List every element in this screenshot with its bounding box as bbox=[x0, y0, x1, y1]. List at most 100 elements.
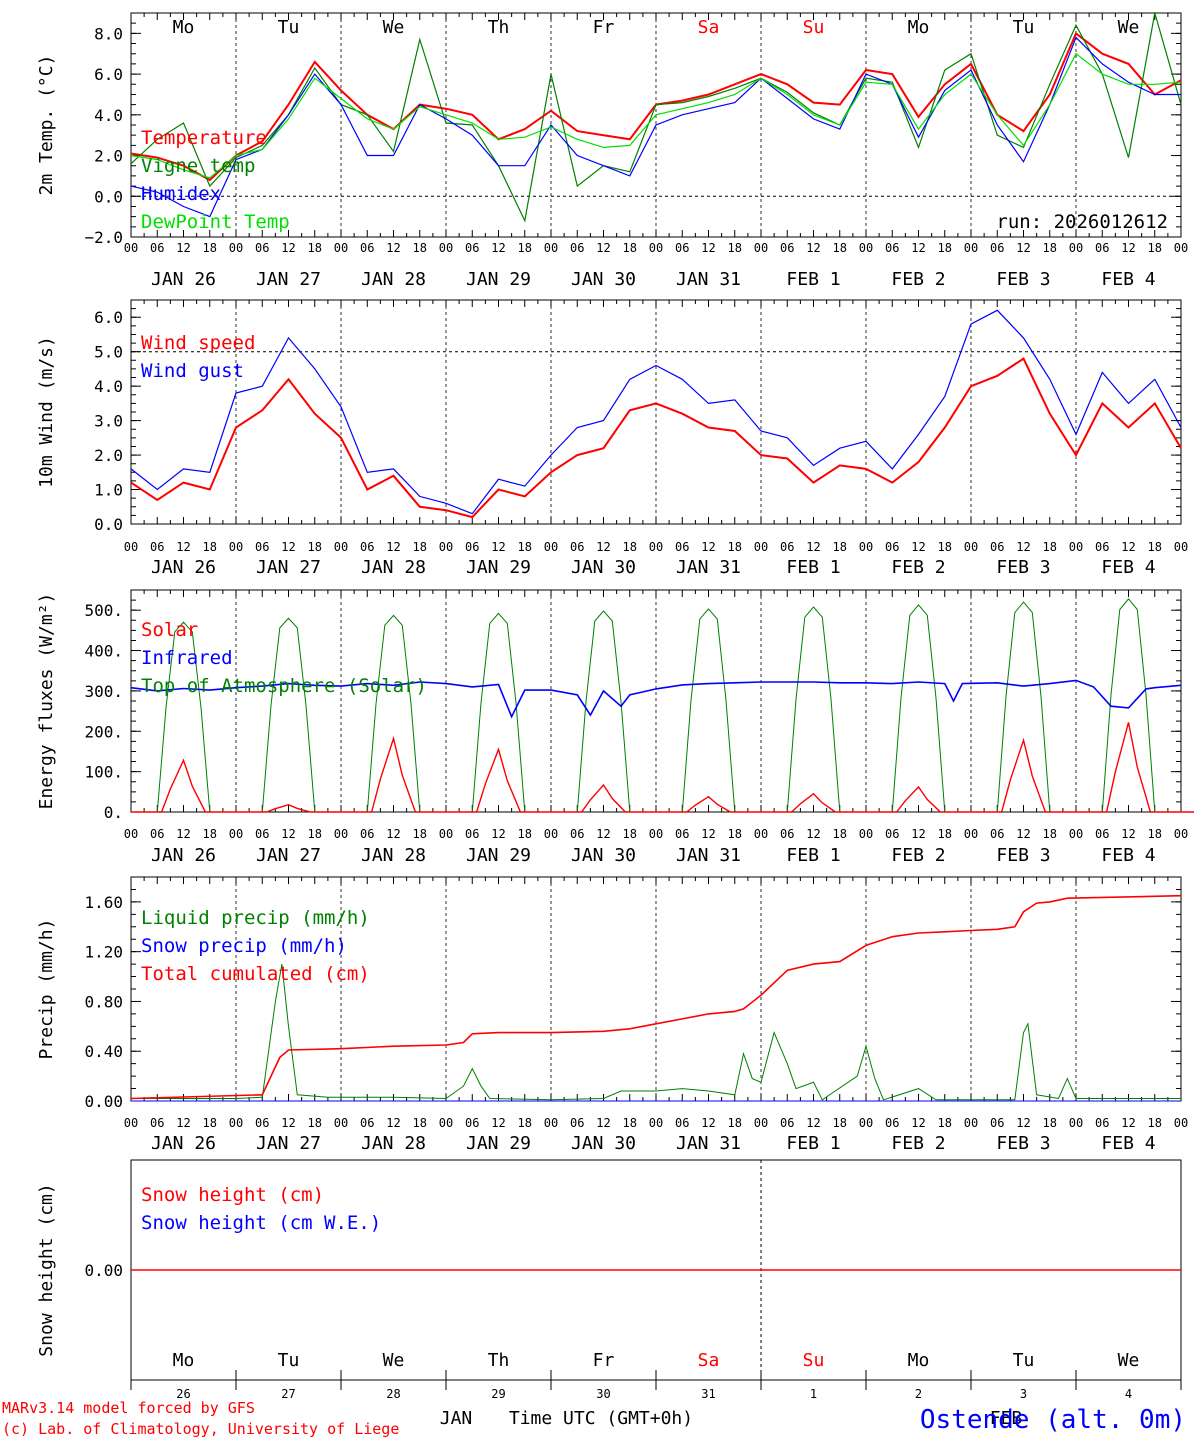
x-hour-label: 12 bbox=[491, 1116, 505, 1130]
x-hour-label: 18 bbox=[938, 540, 952, 554]
x-hour-label: 06 bbox=[885, 540, 899, 554]
legend-snow-height-cm-: Snow height (cm) bbox=[141, 1184, 324, 1206]
x-date-label: FEB 1 bbox=[786, 557, 840, 578]
x-hour-label: 12 bbox=[1016, 827, 1030, 841]
series-line-wind-gust bbox=[130, 309, 1182, 515]
x-hour-label: 12 bbox=[701, 540, 715, 554]
legend-liquid-precip-mm-h-: Liquid precip (mm/h) bbox=[141, 907, 370, 929]
x-hour-label: 00 bbox=[334, 540, 348, 554]
x-hour-label: 12 bbox=[596, 827, 610, 841]
y-axis-label: 2m Temp. (°C) bbox=[36, 55, 57, 196]
x-hour-label: 00 bbox=[124, 827, 138, 841]
x-hour-label: 06 bbox=[885, 241, 899, 255]
x-hour-label: 12 bbox=[1121, 241, 1135, 255]
x-hour-label: 00 bbox=[439, 540, 453, 554]
x-hour-label: 06 bbox=[150, 827, 164, 841]
x-hour-label: 00 bbox=[1069, 241, 1083, 255]
x-hour-label: 12 bbox=[911, 1116, 925, 1130]
x-hour-label: 18 bbox=[518, 827, 532, 841]
x-hour-label: 00 bbox=[754, 540, 768, 554]
x-hour-label: 18 bbox=[728, 827, 742, 841]
x-hour-label: 18 bbox=[833, 241, 847, 255]
x-hour-label: 12 bbox=[596, 540, 610, 554]
legend-vigne-temp: Vigne temp bbox=[141, 155, 255, 177]
x-hour-label: 00 bbox=[544, 1116, 558, 1130]
x-hour-label: 12 bbox=[806, 1116, 820, 1130]
x-hour-label: 12 bbox=[176, 241, 190, 255]
y-tick-label: 4.0 bbox=[94, 377, 123, 396]
day-label-bottom: We bbox=[383, 1350, 405, 1371]
y-tick-label: 500. bbox=[84, 601, 123, 620]
x-date-label: JAN 26 bbox=[151, 557, 216, 578]
x-hour-label: 00 bbox=[124, 241, 138, 255]
x-hour-label: 06 bbox=[465, 540, 479, 554]
x-hour-label: 06 bbox=[570, 1116, 584, 1130]
x-hour-label: 12 bbox=[491, 827, 505, 841]
x-date-label: FEB 1 bbox=[786, 1133, 840, 1154]
x-hour-label: 18 bbox=[308, 827, 322, 841]
x-date-label: JAN 28 bbox=[361, 1133, 426, 1154]
x-hour-label: 00 bbox=[649, 540, 663, 554]
x-hour-label: 12 bbox=[701, 1116, 715, 1130]
x-hour-label: 12 bbox=[176, 827, 190, 841]
x-hour-label: 12 bbox=[386, 241, 400, 255]
x-hour-label: 18 bbox=[833, 540, 847, 554]
series-line-wind-speed bbox=[130, 357, 1182, 519]
y-tick-label: 300. bbox=[84, 682, 123, 701]
x-hour-label: 18 bbox=[203, 1116, 217, 1130]
y-tick-label: 0.0 bbox=[94, 515, 123, 534]
x-hour-label: 06 bbox=[465, 1116, 479, 1130]
x-hour-label: 06 bbox=[675, 1116, 689, 1130]
day-label: We bbox=[1118, 17, 1140, 38]
x-hour-label: 12 bbox=[1016, 1116, 1030, 1130]
x-hour-label: 12 bbox=[1121, 540, 1135, 554]
x-hour-label: 12 bbox=[1016, 241, 1030, 255]
x-hour-label: 18 bbox=[413, 827, 427, 841]
x-hour-label: 18 bbox=[203, 241, 217, 255]
x-date-label: JAN 28 bbox=[361, 269, 426, 290]
x-hour-label: 00 bbox=[1174, 827, 1188, 841]
x-date-label: JAN 31 bbox=[676, 557, 741, 578]
x-hour-label: 06 bbox=[255, 241, 269, 255]
y-tick-label: 1.60 bbox=[84, 893, 123, 912]
y-axis-label: Precip (mm/h) bbox=[36, 919, 57, 1060]
x-hour-label: 00 bbox=[334, 241, 348, 255]
x-hour-label: 06 bbox=[1095, 1116, 1109, 1130]
x-hour-label: 12 bbox=[596, 1116, 610, 1130]
y-minor-ticks-1 bbox=[131, 299, 1181, 525]
x-minor-ticks-0 bbox=[130, 13, 1182, 237]
y-axis-label: Energy fluxes (W/m²) bbox=[36, 593, 57, 810]
x-date-label: JAN 31 bbox=[676, 845, 741, 866]
x-hour-label: 00 bbox=[859, 241, 873, 255]
day-label-bottom: Fr bbox=[593, 1350, 615, 1371]
x-hour-label: 18 bbox=[518, 540, 532, 554]
x-hour-label: 00 bbox=[859, 827, 873, 841]
x-hour-label: 06 bbox=[360, 827, 374, 841]
x-date-label: FEB 2 bbox=[891, 1133, 945, 1154]
x-hour-label: 00 bbox=[964, 540, 978, 554]
x-hour-label: 00 bbox=[334, 827, 348, 841]
x-hour-label: 18 bbox=[1148, 241, 1162, 255]
x-date-label: JAN 27 bbox=[256, 269, 321, 290]
x-hour-label: 00 bbox=[649, 241, 663, 255]
x-hour-label: 00 bbox=[1174, 241, 1188, 255]
legend-temperature: Temperature bbox=[141, 127, 267, 149]
x-hour-label: 06 bbox=[675, 827, 689, 841]
x-hour-label: 18 bbox=[728, 241, 742, 255]
x-hour-label: 00 bbox=[964, 241, 978, 255]
x-hour-label: 18 bbox=[938, 241, 952, 255]
x-hour-label: 18 bbox=[1148, 1116, 1162, 1130]
x-hour-label: 06 bbox=[780, 540, 794, 554]
x-date-label: JAN 29 bbox=[466, 269, 531, 290]
x-hour-label: 00 bbox=[124, 1116, 138, 1130]
x-hour-label: 00 bbox=[229, 827, 243, 841]
x-hour-label: 18 bbox=[1043, 827, 1057, 841]
series-line-top-of-atmosphere-solar bbox=[131, 598, 1194, 813]
x-hour-label: 00 bbox=[754, 1116, 768, 1130]
x-hour-label: 18 bbox=[308, 241, 322, 255]
x-hour-label: 06 bbox=[780, 241, 794, 255]
day-label-bottom: Mo bbox=[908, 1350, 930, 1371]
x-hour-label: 12 bbox=[281, 1116, 295, 1130]
x-hour-label: 18 bbox=[623, 1116, 637, 1130]
series-line-total-cumulated bbox=[130, 894, 1182, 1100]
